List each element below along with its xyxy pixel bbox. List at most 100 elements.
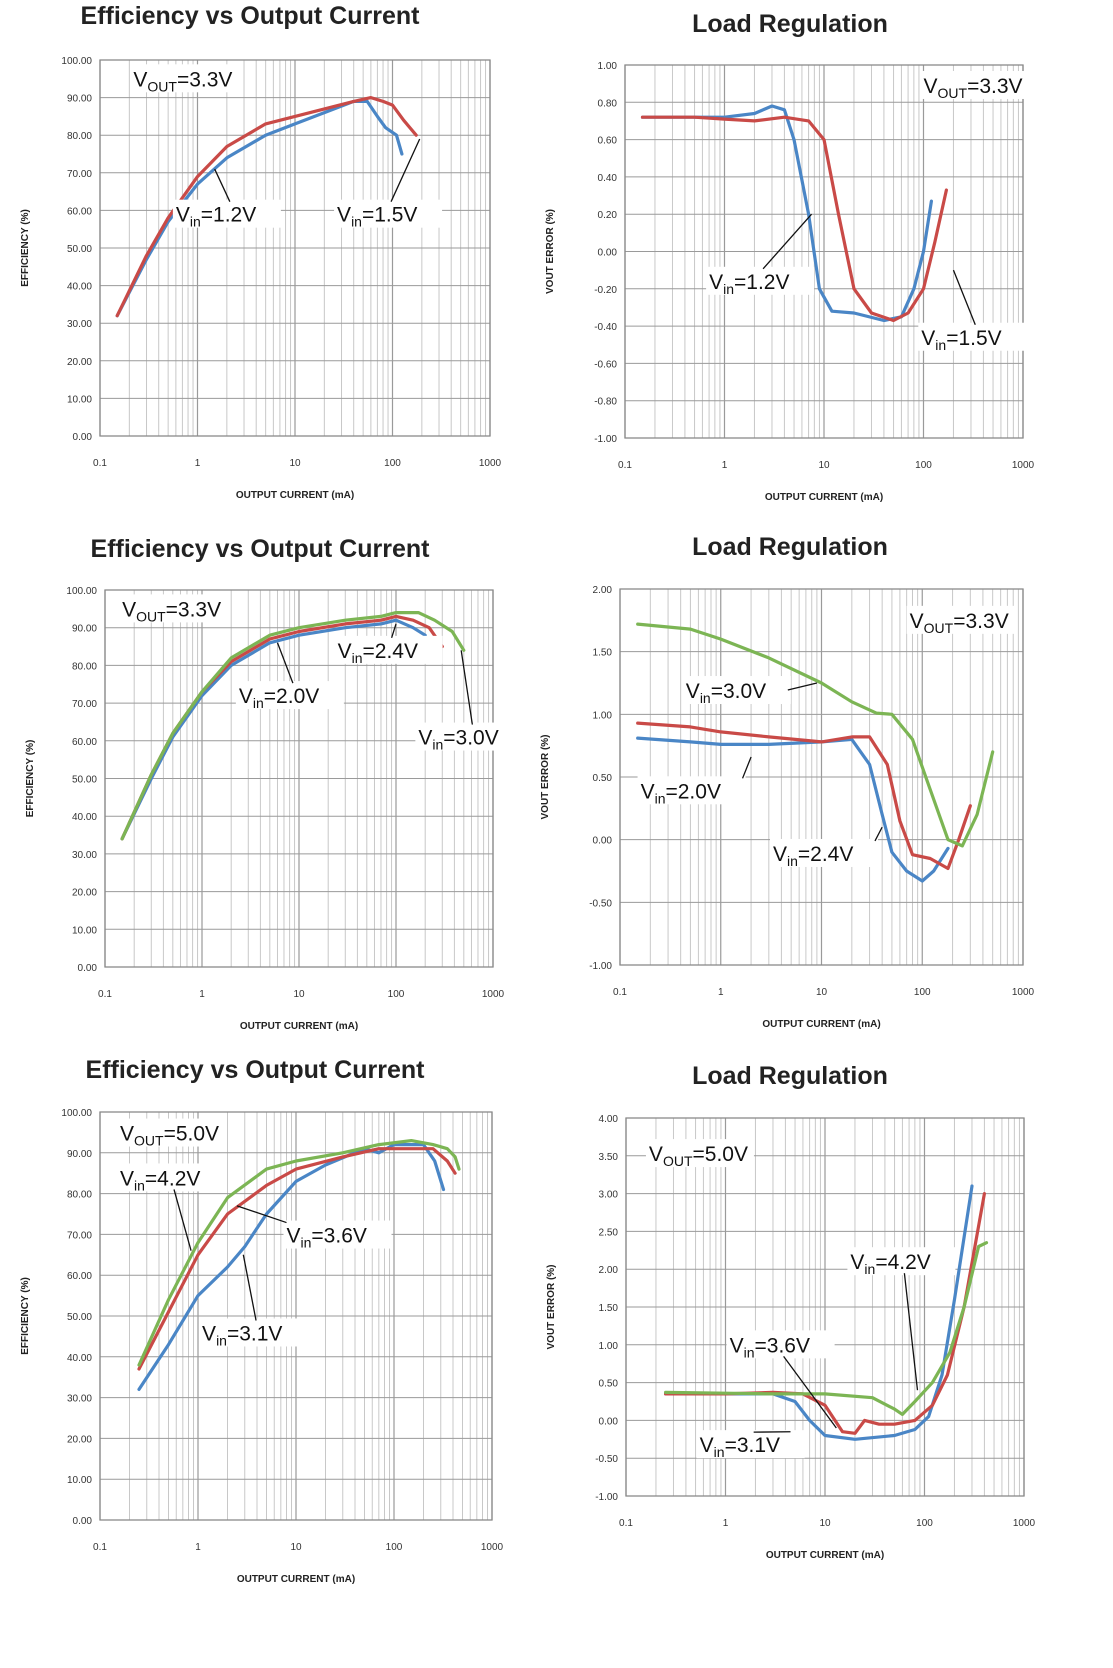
- y-tick-label: 3.50: [599, 1152, 619, 1163]
- annotation-label: Vin=2.4V: [338, 640, 418, 666]
- y-tick-label: 30.00: [67, 1394, 92, 1405]
- annotation-label: Vin=4.2V: [120, 1167, 200, 1193]
- y-tick-label: -1.00: [595, 1492, 618, 1503]
- y-tick-label: 1.50: [599, 1303, 619, 1314]
- y-tick-label: -1.00: [594, 434, 617, 445]
- y-axis-label: EFFICIENCY (%): [25, 740, 36, 818]
- annotation-label: Vin=3.1V: [700, 1434, 780, 1460]
- y-tick-label: -0.40: [594, 322, 617, 333]
- y-tick-label: 40.00: [72, 812, 97, 823]
- y-tick-label: 30.00: [67, 319, 92, 330]
- annotation-label: Vin=2.4V: [773, 843, 853, 869]
- annotation-leader-line: [952, 269, 976, 325]
- annotation-label: Vin=1.5V: [337, 204, 417, 230]
- x-tick-label: 10: [819, 1518, 831, 1529]
- x-axis-label: OUTPUT CURRENT (mA): [765, 492, 883, 503]
- plot-area: -1.00 -0.50 0.00 0.50 1.00 1.50 2.00 2.50 3.00 3.…: [546, 1114, 1036, 1561]
- y-tick-label: 50.00: [67, 1312, 92, 1323]
- y-tick-label: 20.00: [67, 357, 92, 368]
- series-line-vin42v: [137, 1138, 461, 1367]
- annotation-leader-line: [242, 1254, 257, 1321]
- y-tick-label: 100.00: [61, 56, 92, 67]
- y-tick-label: 10.00: [67, 1475, 92, 1486]
- series-line-vin42v: [663, 1241, 989, 1417]
- chart-panel-efficiency-1: Efficiency vs Output Current 0.00 10.00 20…: [0, 0, 510, 510]
- y-axis-label: VOUT ERROR (%): [540, 735, 551, 820]
- annotation-label: Vin=3.6V: [730, 1334, 810, 1360]
- y-tick-label: 30.00: [72, 850, 97, 861]
- y-tick-label: -0.50: [589, 898, 612, 909]
- y-tick-label: 90.00: [72, 624, 97, 635]
- chart-svg: -1.00 -0.80 -0.60 -0.40 -0.20 0.00 0.20 0.40 0.6…: [545, 61, 1035, 503]
- y-tick-label: 1.50: [593, 648, 613, 659]
- y-tick-label: 0.00: [598, 248, 618, 259]
- x-tick-label: 100: [916, 1518, 933, 1529]
- y-tick-label: -0.50: [595, 1454, 618, 1465]
- annotation-backdrop: [769, 838, 878, 867]
- y-tick-label: 2.00: [599, 1265, 619, 1276]
- y-tick-label: 0.00: [78, 963, 98, 974]
- x-tick-label: 10: [816, 987, 828, 998]
- annotation-backdrop: [918, 322, 1027, 351]
- chart-title: Load Regulation: [692, 10, 888, 38]
- y-tick-label: 1.00: [599, 1341, 619, 1352]
- annotation-backdrop: [117, 1118, 226, 1147]
- plot-frame: [625, 1117, 1025, 1497]
- plot-area: -1.00 -0.80 -0.60 -0.40 -0.20 0.00 0.20 0.40 0.6…: [545, 61, 1035, 503]
- annotation-backdrop: [645, 1139, 754, 1168]
- x-tick-label: 1: [723, 1518, 729, 1529]
- y-axis-label: EFFICIENCY (%): [20, 1277, 31, 1355]
- series-line-vin15v: [640, 115, 949, 323]
- plot-area: -1.00 -0.50 0.00 0.50 1.00 1.50 2.00 0.1 1 10 100 1…: [540, 585, 1035, 1030]
- series-line-vin31v: [137, 1142, 446, 1392]
- series-line-vin30v: [636, 622, 995, 848]
- y-tick-label: 0.50: [593, 773, 613, 784]
- annotation-backdrop: [334, 635, 443, 664]
- y-tick-label: 70.00: [67, 169, 92, 180]
- y-tick-label: 2.50: [599, 1227, 619, 1238]
- annotation-backdrop: [119, 594, 228, 623]
- x-tick-label: 1000: [1013, 1518, 1036, 1529]
- annotation-leader-line: [741, 756, 752, 779]
- annotation-label: Vin=1.2V: [709, 271, 789, 297]
- annotation-label: Vin=3.6V: [287, 1225, 367, 1251]
- x-tick-label: 1: [195, 1542, 201, 1553]
- annotation-backdrop: [637, 776, 746, 805]
- chart-title: Efficiency vs Output Current: [80, 2, 420, 30]
- annotation-label: VOUT=3.3V: [924, 75, 1023, 101]
- annotation-label: Vin=3.0V: [418, 727, 498, 753]
- x-axis-label: OUTPUT CURRENT (mA): [762, 1019, 880, 1030]
- x-tick-label: 100: [915, 460, 932, 471]
- chart-title: Load Regulation: [692, 1062, 888, 1090]
- annotation-leader-line: [173, 1189, 192, 1251]
- annotation-backdrop: [906, 605, 1015, 634]
- chart-panel-regulation-1: Load Regulation -1.00 -0.80 -0.60 -0.40 -0.2…: [0, 0, 1113, 510]
- y-tick-label: 0.00: [599, 1416, 619, 1427]
- chart-title: Load Regulation: [692, 533, 888, 561]
- y-axis-label: VOUT ERROR (%): [545, 209, 556, 294]
- plot-frame: [99, 1111, 493, 1521]
- annotation-backdrop: [235, 681, 344, 710]
- y-axis-label: EFFICIENCY (%): [20, 209, 31, 287]
- annotation-backdrop: [199, 1318, 308, 1347]
- y-tick-label: 0.50: [599, 1379, 619, 1390]
- y-tick-label: 3.00: [599, 1190, 619, 1201]
- x-tick-label: 100: [914, 987, 931, 998]
- x-tick-label: 1: [722, 460, 728, 471]
- plot-area: 0.00 10.00 20.00 30.00 40.00 50.00 60.00 70.00 8…: [25, 586, 524, 1032]
- y-tick-label: 0.00: [593, 836, 613, 847]
- plot-frame: [104, 589, 494, 968]
- annotation-backdrop: [696, 1430, 805, 1459]
- annotation-leader-line: [460, 650, 473, 725]
- x-tick-label: 100: [388, 989, 405, 1000]
- y-tick-label: -0.20: [594, 285, 617, 296]
- x-axis-label: OUTPUT CURRENT (mA): [236, 490, 354, 501]
- annotation-label: VOUT=3.3V: [133, 68, 232, 94]
- y-tick-label: 70.00: [72, 699, 97, 710]
- x-tick-label: 1: [195, 458, 201, 469]
- x-axis-label: OUTPUT CURRENT (mA): [240, 1021, 358, 1032]
- x-tick-label: 0.1: [618, 460, 632, 471]
- annotation-backdrop: [706, 266, 815, 295]
- y-axis-label: VOUT ERROR (%): [546, 1265, 557, 1350]
